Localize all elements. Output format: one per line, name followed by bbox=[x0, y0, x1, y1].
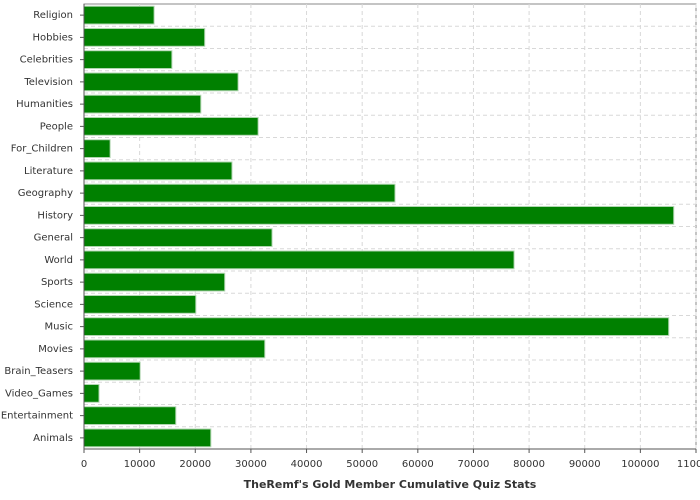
bar bbox=[83, 228, 273, 248]
bar bbox=[83, 5, 155, 25]
bar bbox=[83, 317, 670, 337]
bar bbox=[83, 428, 212, 448]
y-tick-label: Hobbies bbox=[33, 32, 73, 43]
y-tick-label: Sports bbox=[41, 277, 73, 288]
x-tick-label: 60000 bbox=[402, 459, 434, 470]
x-tick-label: 100000 bbox=[621, 459, 659, 470]
y-tick-label: Humanities bbox=[16, 99, 73, 110]
y-tick-label: Celebrities bbox=[20, 55, 73, 66]
y-tick-label: Religion bbox=[33, 10, 73, 21]
y-tick-label: Brain_Teasers bbox=[4, 366, 73, 377]
bar bbox=[83, 50, 173, 70]
bar bbox=[83, 250, 515, 270]
y-tick-label: Television bbox=[23, 77, 73, 88]
bar bbox=[83, 139, 111, 159]
y-tick-label: Geography bbox=[18, 188, 73, 199]
x-tick-label: 30000 bbox=[235, 459, 267, 470]
y-tick-label: Music bbox=[45, 322, 73, 333]
bar bbox=[83, 294, 197, 314]
y-tick-label: History bbox=[37, 210, 73, 221]
bar bbox=[83, 406, 177, 426]
y-tick-label: People bbox=[40, 121, 73, 132]
y-tick-label: Animals bbox=[33, 433, 73, 444]
y-tick-label: For_Children bbox=[11, 144, 73, 155]
y-tick-label: World bbox=[44, 255, 73, 266]
bar bbox=[83, 183, 396, 203]
bar bbox=[83, 94, 202, 114]
y-tick-label: Literature bbox=[24, 166, 73, 177]
x-tick-label: 80000 bbox=[513, 459, 545, 470]
x-tick-label: 40000 bbox=[291, 459, 323, 470]
bar bbox=[83, 161, 233, 181]
x-tick-label: 110000 bbox=[677, 459, 700, 470]
bar bbox=[83, 116, 259, 136]
y-tick-label: Science bbox=[34, 299, 73, 310]
bar bbox=[83, 361, 141, 381]
x-tick-label: 70000 bbox=[458, 459, 490, 470]
bar bbox=[83, 339, 266, 359]
y-tick-label: Movies bbox=[38, 344, 73, 355]
y-tick-label: Entertainment bbox=[1, 411, 73, 422]
x-tick-label: 20000 bbox=[179, 459, 211, 470]
y-tick-label: General bbox=[34, 233, 73, 244]
x-tick-label: 0 bbox=[81, 459, 87, 470]
bar bbox=[83, 27, 206, 47]
bar bbox=[83, 205, 675, 225]
x-tick-label: 50000 bbox=[346, 459, 378, 470]
x-tick-label: 90000 bbox=[569, 459, 601, 470]
x-tick-label: 10000 bbox=[124, 459, 156, 470]
bar bbox=[83, 383, 100, 403]
y-tick-label: Video_Games bbox=[5, 388, 73, 399]
bar bbox=[83, 72, 239, 92]
chart-title: TheRemf's Gold Member Cumulative Quiz St… bbox=[244, 478, 537, 491]
bar bbox=[83, 272, 226, 292]
